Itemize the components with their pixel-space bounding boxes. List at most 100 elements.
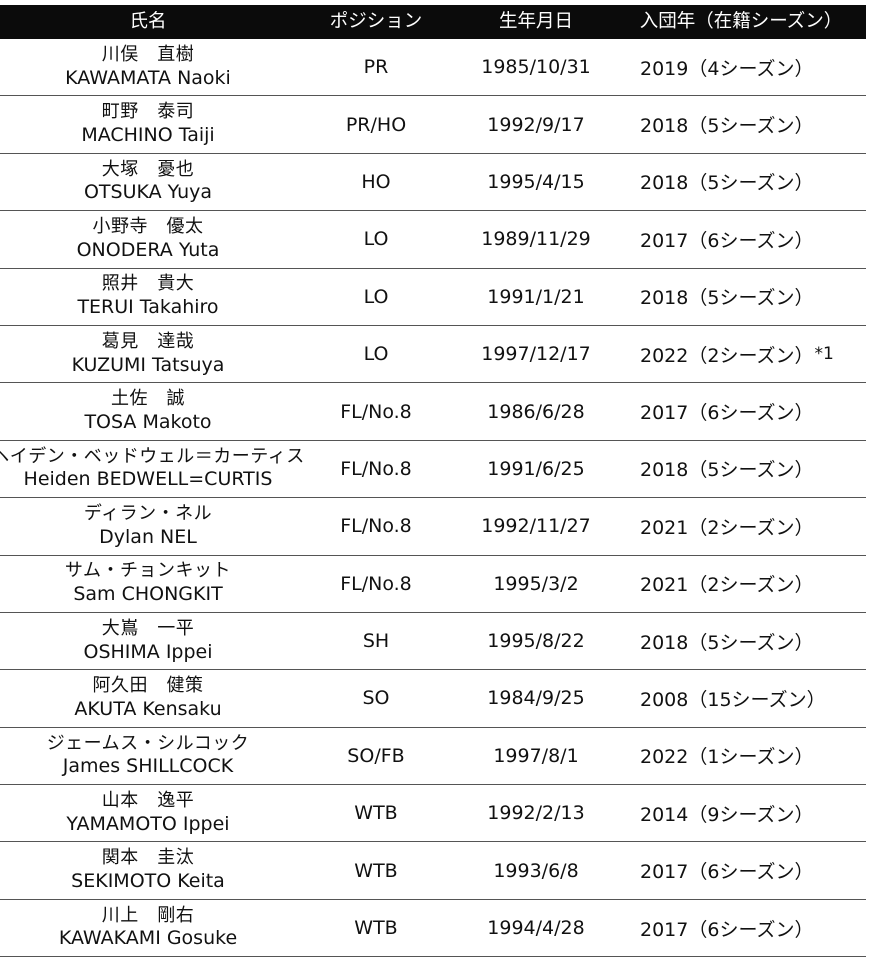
table-row: 土佐 誠 TOSA Makoto FL/No.8 1986/6/28 2017（6シーズ… <box>0 383 866 441</box>
player-birth-date: 1992/9/17 <box>487 113 585 136</box>
table-row: 山本 逸平 YAMAMOTO Ippei WTB 1992/2/13 2014（9シーズ… <box>0 785 866 843</box>
player-name-japanese: 川上 剛右 <box>101 904 195 926</box>
player-joined-cell: 2021（2シーズン） <box>616 556 866 612</box>
table-row: ジェームス・シルコック James SHILLCOCK SO/FB 1997/8/1 2… <box>0 728 866 786</box>
player-joined-year: 2018（5シーズン） <box>640 631 814 654</box>
table-row: ディラン・ネル Dylan NEL FL/No.8 1992/11/27 2021（2シ… <box>0 498 866 556</box>
player-birth-date: 1984/9/25 <box>487 687 585 710</box>
player-joined-cell: 2018（5シーズン） <box>616 96 866 152</box>
player-name-cell: 土佐 誠 TOSA Makoto <box>0 383 296 439</box>
player-name-english: TOSA Makoto <box>84 410 212 433</box>
player-joined-cell: 2022（2シーズン） *1 <box>616 326 866 382</box>
player-name-english: MACHINO Taiji <box>81 124 215 146</box>
player-joined-cell: 2017（6シーズン） <box>616 383 866 439</box>
player-position: FL/No.8 <box>340 400 412 423</box>
player-joined-cell: 2014（9シーズン） <box>616 785 866 841</box>
player-position: SO/FB <box>347 744 405 767</box>
player-name-cell: 照井 貴大 TERUI Takahiro <box>0 269 296 325</box>
table-row: 大塚 憂也 OTSUKA Yuya HO 1995/4/15 2018（5シーズン） <box>0 154 866 212</box>
player-name-english: James SHILLCOCK <box>62 755 234 778</box>
player-position: PR <box>363 56 389 79</box>
player-name-cell: 川上 剛右 KAWAKAMI Gosuke <box>0 900 296 956</box>
player-joined-cell: 2019（4シーズン） <box>616 39 866 95</box>
player-joined-year: 2008（15シーズン） <box>640 688 826 711</box>
player-joined-year: 2018（5シーズン） <box>640 287 814 310</box>
player-joined-year: 2017（6シーズン） <box>640 229 814 252</box>
player-name-japanese: ヘイデン・ベッドウェル＝カーティス <box>0 445 305 467</box>
player-joined-cell: 2017（6シーズン） <box>616 900 866 956</box>
table-row: 関本 圭汰 SEKIMOTO Keita WTB 1993/6/8 2017（6シーズン… <box>0 842 866 900</box>
player-name-cell: 山本 逸平 YAMAMOTO Ippei <box>0 785 296 841</box>
player-name-cell: 町野 泰司 MACHINO Taiji <box>0 96 296 152</box>
player-name-japanese: 町野 泰司 <box>101 101 195 123</box>
player-position: WTB <box>354 859 398 882</box>
player-position: FL/No.8 <box>340 572 412 595</box>
player-name-english: OTSUKA Yuya <box>83 181 213 204</box>
player-name-cell: 関本 圭汰 SEKIMOTO Keita <box>0 842 296 898</box>
player-name-japanese: サム・チョンキット <box>64 560 232 582</box>
player-joined-year: 2022（1シーズン） <box>640 746 814 769</box>
player-birth-date: 1991/1/21 <box>487 285 585 308</box>
roster-table: 氏名 ポジション 生年月日 入団年（在籍シーズン） 川俣 直樹 KAWAMATA … <box>0 5 866 958</box>
player-birth-date: 1993/6/8 <box>493 859 579 882</box>
table-row: 町野 泰司 MACHINO Taiji PR/HO 1992/9/17 2018（5シー… <box>0 96 866 154</box>
table-row: 照井 貴大 TERUI Takahiro LO 1991/1/21 2018（5シーズン… <box>0 269 866 326</box>
player-name-cell: ヘイデン・ベッドウェル＝カーティス Heiden BEDWELL=CURTIS <box>0 441 304 497</box>
player-joined-cell: 2018（5シーズン） <box>616 154 866 210</box>
player-birth-date: 1985/10/31 <box>481 56 591 79</box>
player-birth-date: 1995/8/22 <box>487 630 585 653</box>
table-row: 大嶌 一平 OSHIMA Ippei SH 1995/8/22 2018（5シーズン） <box>0 613 866 671</box>
player-name-cell: ディラン・ネル Dylan NEL <box>0 498 296 554</box>
table-row: サム・チョンキット Sam CHONGKIT FL/No.8 1995/3/2 2021… <box>0 556 866 613</box>
player-birth-date: 1992/11/27 <box>481 515 591 538</box>
player-joined-cell: 2018（5シーズン） <box>616 441 866 497</box>
player-joined-year: 2018（5シーズン） <box>640 115 814 138</box>
player-name-japanese: 山本 逸平 <box>101 790 195 811</box>
player-birth-date: 1997/12/17 <box>481 343 591 366</box>
player-name-japanese: 関本 圭汰 <box>101 847 195 869</box>
player-name-cell: サム・チョンキット Sam CHONGKIT <box>0 556 296 612</box>
player-position: WTB <box>354 917 398 940</box>
player-name-japanese: 土佐 誠 <box>111 388 185 410</box>
player-name-japanese: ディラン・ネル <box>83 503 213 525</box>
player-joined-year: 2019（4シーズン） <box>640 57 814 80</box>
player-name-english: KAWAKAMI Gosuke <box>58 927 238 950</box>
player-name-japanese: 阿久田 健策 <box>92 675 204 697</box>
player-joined-cell: 2022（1シーズン） <box>616 728 866 784</box>
player-joined-year: 2022（2シーズン） <box>640 344 814 367</box>
table-row: 小野寺 優太 ONODERA Yuta LO 1989/11/29 2017（6シーズン… <box>0 211 866 269</box>
player-name-cell: ジェームス・シルコック James SHILLCOCK <box>0 728 296 784</box>
player-name-english: Dylan NEL <box>99 525 197 548</box>
player-birth-date: 1994/4/28 <box>487 917 585 940</box>
player-name-english: Sam CHONGKIT <box>73 583 223 606</box>
player-name-english: KAWAMATA Naoki <box>65 66 231 89</box>
player-name-cell: 川俣 直樹 KAWAMATA Naoki <box>0 39 296 95</box>
player-name-english: OSHIMA Ippei <box>83 640 213 663</box>
player-name-cell: 大塚 憂也 OTSUKA Yuya <box>0 154 296 210</box>
player-position: LO <box>363 285 389 308</box>
player-joined-year: 2017（6シーズン） <box>640 861 814 884</box>
player-name-japanese: 小野寺 優太 <box>92 216 204 238</box>
player-joined-year: 2017（6シーズン） <box>640 918 814 941</box>
player-birth-date: 1986/6/28 <box>487 400 585 423</box>
player-name-japanese: ジェームス・シルコック <box>46 732 250 754</box>
roster-body: 川俣 直樹 KAWAMATA Naoki PR 1985/10/31 2019（4シーズ… <box>0 39 866 958</box>
player-joined-year: 2018（5シーズン） <box>640 459 814 482</box>
player-name-cell: 葛見 達哉 KUZUMI Tatsuya <box>0 326 296 382</box>
player-joined-year: 2017（6シーズン） <box>640 402 814 425</box>
player-position: LO <box>363 343 389 366</box>
table-row: 川上 剛右 KAWAKAMI Gosuke WTB 1994/4/28 2017（6シー… <box>0 900 866 958</box>
player-name-english: Heiden BEDWELL=CURTIS <box>23 468 273 491</box>
player-birth-date: 1995/3/2 <box>493 572 579 595</box>
player-position: HO <box>361 170 391 193</box>
player-position: FL/No.8 <box>340 457 412 480</box>
header-birth-date: 生年月日 <box>498 11 573 32</box>
player-name-cell: 小野寺 優太 ONODERA Yuta <box>0 211 296 267</box>
player-name-english: KUZUMI Tatsuya <box>71 353 225 376</box>
player-name-japanese: 照井 貴大 <box>101 273 195 295</box>
player-joined-year: 2021（2シーズン） <box>640 574 814 597</box>
table-row: 葛見 達哉 KUZUMI Tatsuya LO 1997/12/17 2022（2シーズ… <box>0 326 866 384</box>
player-position: FL/No.8 <box>340 515 412 538</box>
player-birth-date: 1992/2/13 <box>487 802 585 825</box>
player-joined-year: 2021（2シーズン） <box>640 516 814 539</box>
